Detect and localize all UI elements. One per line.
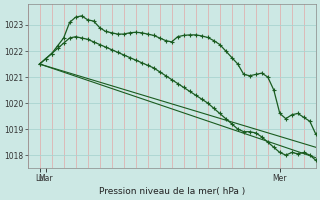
- X-axis label: Pression niveau de la mer( hPa ): Pression niveau de la mer( hPa ): [99, 187, 245, 196]
